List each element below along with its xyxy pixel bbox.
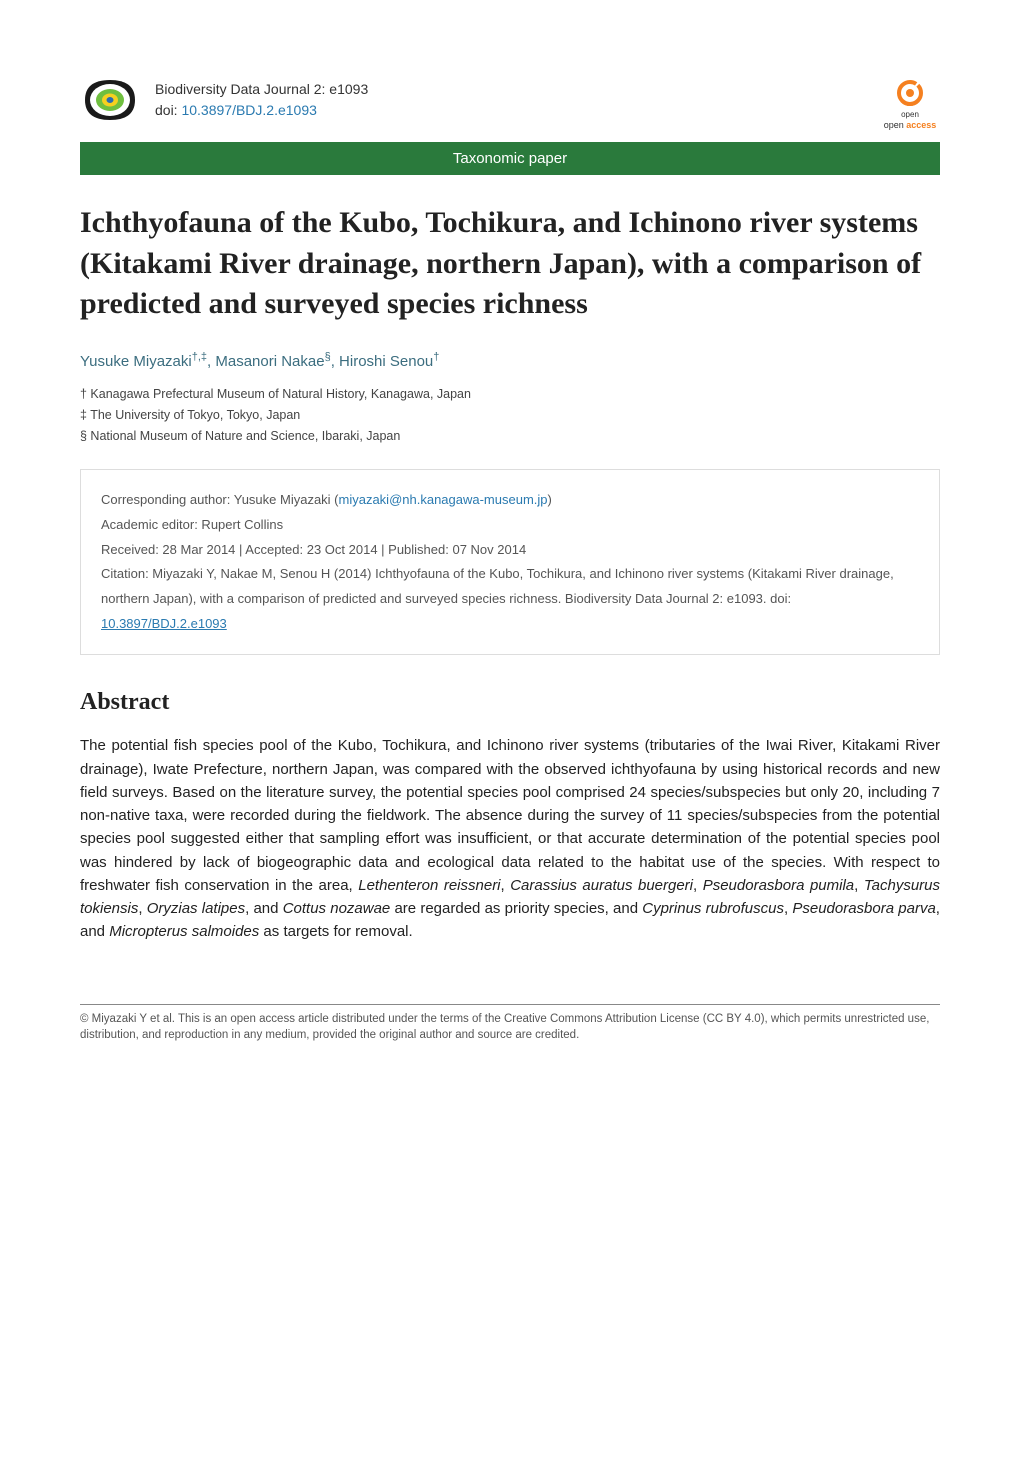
citation: Citation: Miyazaki Y, Nakae M, Senou H (… [101, 562, 919, 636]
paper-title: Ichthyofauna of the Kubo, Tochikura, and… [80, 203, 940, 325]
header-row: Biodiversity Data Journal 2: e1093 doi: … [80, 70, 940, 130]
header-left: Biodiversity Data Journal 2: e1093 doi: … [80, 70, 368, 130]
abstract-paragraph: The potential fish species pool of the K… [80, 734, 940, 943]
paper-type-banner: Taxonomic paper [80, 142, 940, 175]
comma-2: , [693, 877, 703, 894]
abstract-heading: Abstract [80, 689, 940, 716]
academic-editor: Academic editor: Rupert Collins [101, 513, 919, 538]
species-6: Cottus nozawae [283, 900, 391, 917]
species-8: Pseudorasbora parva [792, 900, 935, 917]
comma-3: , [854, 877, 864, 894]
affiliation-3: § National Museum of Nature and Science,… [80, 426, 940, 447]
svg-text:open: open [901, 110, 919, 119]
citation-text: Citation: Miyazaki Y, Nakae M, Senou H (… [101, 566, 894, 606]
species-3: Pseudorasbora pumila [703, 877, 854, 894]
species-9: Micropterus salmoides [109, 923, 259, 940]
species-2: Carassius auratus buergeri [510, 877, 693, 894]
open-access-icon: open open access [880, 75, 940, 125]
abstract-text-c: as targets for removal. [259, 923, 412, 940]
doi-link[interactable]: 10.3897/BDJ.2.e1093 [181, 102, 316, 118]
affiliations: † Kanagawa Prefectural Museum of Natural… [80, 384, 940, 448]
dates-line: Received: 28 Mar 2014 | Accepted: 23 Oct… [101, 538, 919, 563]
doi-label: doi: [155, 102, 181, 118]
species-7: Cyprinus rubrofuscus [642, 900, 784, 917]
license-footer: © Miyazaki Y et al. This is an open acce… [80, 1004, 940, 1044]
species-1: Lethenteron reissneri [358, 877, 500, 894]
comma-5: , and [245, 900, 283, 917]
abstract-text-b: are regarded as priority species, and [390, 900, 642, 917]
meta-box: Corresponding author: Yusuke Miyazaki (m… [80, 469, 940, 655]
abstract-text-a: The potential fish species pool of the K… [80, 737, 940, 894]
comma-4: , [138, 900, 146, 917]
corresponding-email-link[interactable]: miyazaki@nh.kanagawa-museum.jp [339, 492, 548, 507]
affiliation-1: † Kanagawa Prefectural Museum of Natural… [80, 384, 940, 405]
oa-label: open access [880, 120, 940, 130]
journal-name-line: Biodiversity Data Journal 2: e1093 [155, 79, 368, 100]
corresponding-close: ) [548, 492, 552, 507]
corresponding-author: Corresponding author: Yusuke Miyazaki (m… [101, 488, 919, 513]
species-5: Oryzias latipes [147, 900, 245, 917]
corresponding-label: Corresponding author: Yusuke Miyazaki ( [101, 492, 339, 507]
journal-logo-icon [80, 70, 140, 130]
citation-doi-link[interactable]: 10.3897/BDJ.2.e1093 [101, 616, 227, 631]
affiliation-2: ‡ The University of Tokyo, Tokyo, Japan [80, 405, 940, 426]
doi-line: doi: 10.3897/BDJ.2.e1093 [155, 100, 368, 121]
authors-line: Yusuke Miyazaki†,‡, Masanori Nakae§, Hir… [80, 351, 940, 370]
comma-1: , [501, 877, 511, 894]
journal-meta: Biodiversity Data Journal 2: e1093 doi: … [155, 79, 368, 121]
